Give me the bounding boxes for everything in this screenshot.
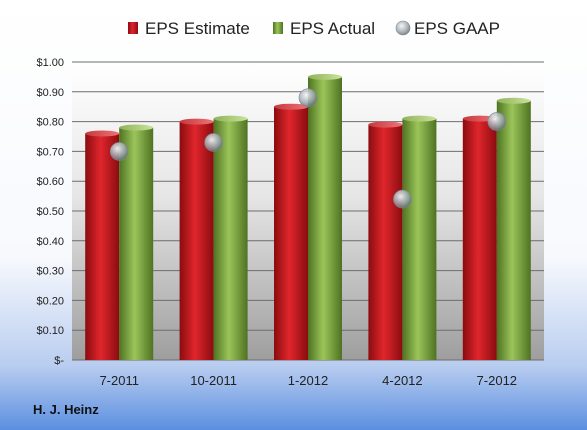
bar-cap xyxy=(496,97,531,104)
bar-eps-actual xyxy=(213,118,248,361)
y-tick-label: $0.90 xyxy=(36,87,64,99)
bar-eps-estimate xyxy=(179,121,214,360)
y-tick-label: $0.80 xyxy=(36,117,64,129)
legend-swatch xyxy=(128,22,138,34)
bar-eps-estimate xyxy=(462,118,497,361)
bars xyxy=(85,73,531,361)
bar-cap xyxy=(274,103,308,110)
x-tick-label: 7-2012 xyxy=(477,373,517,388)
y-tick-label: $1.00 xyxy=(36,57,64,69)
y-tick-label: $0.40 xyxy=(36,236,64,248)
point-eps-gaap xyxy=(487,112,507,131)
bar-eps-estimate xyxy=(85,133,120,360)
y-tick-label: $0.30 xyxy=(36,266,64,278)
legend-swatch xyxy=(395,20,411,36)
legend-label: EPS GAAP xyxy=(414,19,500,38)
x-tick-label: 10-2011 xyxy=(190,373,237,388)
x-tick-label: 4-2012 xyxy=(382,373,422,388)
point-eps-gaap xyxy=(109,142,129,161)
legend-swatch xyxy=(273,22,283,34)
legend: EPS Estimate EPS Actual EPS GAAP xyxy=(128,19,500,38)
bar-cap xyxy=(368,121,403,128)
y-tick-label: $0.20 xyxy=(36,295,64,307)
bar-cap xyxy=(308,73,342,80)
bar-eps-actual xyxy=(308,76,342,361)
bar-eps-actual xyxy=(496,100,531,361)
y-tick-label: $- xyxy=(54,355,64,367)
x-tick-label: 7-2011 xyxy=(99,373,139,388)
bar-eps-actual xyxy=(402,118,437,361)
bar-eps-estimate xyxy=(368,124,403,360)
point-eps-gaap xyxy=(298,88,318,108)
point-eps-gaap xyxy=(204,133,223,152)
y-tick-label: $0.10 xyxy=(36,325,64,337)
legend-label: EPS Actual xyxy=(290,19,375,38)
x-tick-label: 1-2012 xyxy=(288,373,328,388)
y-tick-label: $0.50 xyxy=(36,206,64,218)
legend-label: EPS Estimate xyxy=(145,19,250,38)
x-axis-ticks: 7-2011 10-2011 1-2012 4-2012 7-2012 xyxy=(99,373,517,388)
point-eps-gaap xyxy=(393,189,412,209)
bar-cap xyxy=(85,130,120,137)
company-label: H. J. Heinz xyxy=(33,402,99,417)
y-tick-label: $0.70 xyxy=(36,146,64,158)
bar-eps-estimate xyxy=(274,106,308,360)
bar-cap xyxy=(179,118,214,125)
bar-cap xyxy=(402,115,437,122)
bar-cap xyxy=(119,124,154,131)
bar-eps-actual xyxy=(119,127,154,360)
y-axis-ticks: $- $0.10 $0.20 $0.30 $0.40 $0.50 $0.60 $0.70 $0.… xyxy=(36,57,64,367)
gaap-points xyxy=(109,88,507,209)
y-tick-label: $0.60 xyxy=(36,176,64,188)
bar-cap xyxy=(213,115,248,122)
